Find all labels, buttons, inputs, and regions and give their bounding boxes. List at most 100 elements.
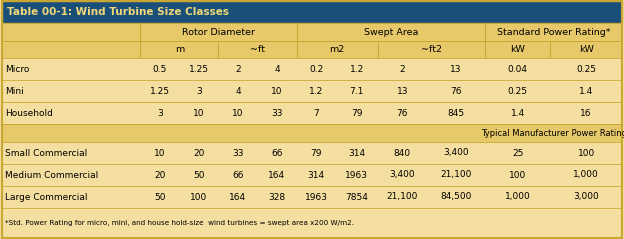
Text: 66: 66 (232, 170, 244, 179)
Text: 0.25: 0.25 (576, 65, 596, 74)
Bar (550, 41, 622, 58)
Text: 1963: 1963 (305, 192, 328, 201)
Bar (2, 186, 622, 208)
Text: 3: 3 (196, 87, 202, 96)
Text: 3,400: 3,400 (389, 170, 415, 179)
Text: 3,000: 3,000 (573, 192, 599, 201)
Text: 25: 25 (512, 148, 524, 158)
Text: 2: 2 (399, 65, 405, 74)
Text: 0.25: 0.25 (508, 87, 528, 96)
Text: 10: 10 (271, 87, 283, 96)
Bar (2, 23, 140, 41)
Text: 16: 16 (580, 109, 592, 118)
Text: m2: m2 (329, 45, 345, 54)
Text: 13: 13 (451, 65, 462, 74)
Text: 1963: 1963 (345, 170, 368, 179)
Text: 13: 13 (397, 87, 408, 96)
Text: Household: Household (5, 109, 53, 118)
Text: 3: 3 (157, 109, 163, 118)
Text: Small Commercial: Small Commercial (5, 148, 87, 158)
Text: Rotor Diameter: Rotor Diameter (182, 27, 255, 37)
Text: Typical Manufacturer Power Rating: Typical Manufacturer Power Rating (480, 129, 624, 137)
Text: 79: 79 (310, 148, 322, 158)
Text: ~ft2: ~ft2 (421, 45, 442, 54)
Bar (140, 23, 296, 41)
Text: 100: 100 (509, 170, 527, 179)
Text: 0.5: 0.5 (153, 65, 167, 74)
Text: 100: 100 (578, 148, 595, 158)
Text: Medium Commercial: Medium Commercial (5, 170, 98, 179)
Text: 33: 33 (232, 148, 244, 158)
Bar (218, 41, 296, 58)
Text: 1.4: 1.4 (510, 109, 525, 118)
Text: *Std. Power Rating for micro, mini, and house hold-size  wind turbines = swept a: *Std. Power Rating for micro, mini, and … (5, 220, 354, 226)
Text: m: m (175, 45, 184, 54)
Text: 76: 76 (451, 87, 462, 96)
Bar (2, 142, 622, 164)
Bar (2, 208, 622, 238)
Text: 840: 840 (394, 148, 411, 158)
Text: 20: 20 (193, 148, 205, 158)
Text: 3,400: 3,400 (443, 148, 469, 158)
Text: 328: 328 (268, 192, 286, 201)
Bar (2, 41, 140, 58)
Text: 21,100: 21,100 (441, 170, 472, 179)
Text: 50: 50 (154, 192, 165, 201)
Text: 66: 66 (271, 148, 283, 158)
Bar (2, 1, 622, 23)
Text: 1.25: 1.25 (189, 65, 209, 74)
Bar (2, 164, 622, 186)
Text: Table 00-1: Wind Turbine Size Classes: Table 00-1: Wind Turbine Size Classes (7, 7, 229, 17)
Bar (2, 58, 622, 80)
Text: 0.2: 0.2 (309, 65, 323, 74)
Text: kW: kW (510, 45, 525, 54)
Text: 100: 100 (190, 192, 208, 201)
Text: 1,000: 1,000 (505, 192, 531, 201)
Text: 10: 10 (193, 109, 205, 118)
Text: 10: 10 (232, 109, 244, 118)
Text: 21,100: 21,100 (387, 192, 418, 201)
Bar (296, 23, 485, 41)
Text: Micro: Micro (5, 65, 29, 74)
Text: 84,500: 84,500 (441, 192, 472, 201)
Text: Swept Area: Swept Area (364, 27, 418, 37)
Text: 314: 314 (308, 170, 324, 179)
Text: 1.2: 1.2 (349, 65, 364, 74)
Text: 10: 10 (154, 148, 165, 158)
Bar (2, 23, 622, 41)
Text: 50: 50 (193, 170, 205, 179)
Text: 164: 164 (230, 192, 246, 201)
Text: 20: 20 (154, 170, 165, 179)
Bar (378, 41, 485, 58)
Bar (485, 23, 622, 41)
Text: 7.1: 7.1 (349, 87, 364, 96)
Text: Standard Power Rating*: Standard Power Rating* (497, 27, 610, 37)
Text: 314: 314 (348, 148, 365, 158)
Text: 7: 7 (313, 109, 319, 118)
Text: 1.25: 1.25 (150, 87, 170, 96)
Text: 2: 2 (235, 65, 241, 74)
Bar (140, 41, 218, 58)
Text: Mini: Mini (5, 87, 24, 96)
Text: kW: kW (579, 45, 593, 54)
Text: 0.04: 0.04 (508, 65, 528, 74)
Bar (485, 41, 550, 58)
Text: 4: 4 (235, 87, 241, 96)
Bar (296, 41, 378, 58)
Text: ~ft: ~ft (250, 45, 265, 54)
Text: 79: 79 (351, 109, 363, 118)
Text: 164: 164 (268, 170, 286, 179)
Bar (2, 80, 622, 102)
Text: 76: 76 (397, 109, 408, 118)
Bar (2, 124, 622, 142)
Bar (2, 41, 622, 58)
Text: 845: 845 (447, 109, 465, 118)
Text: 1,000: 1,000 (573, 170, 599, 179)
Text: 1.4: 1.4 (579, 87, 593, 96)
Text: 33: 33 (271, 109, 283, 118)
Bar (2, 102, 622, 124)
Text: 7854: 7854 (345, 192, 368, 201)
Text: Large Commercial: Large Commercial (5, 192, 87, 201)
Text: 1.2: 1.2 (309, 87, 323, 96)
Text: 4: 4 (274, 65, 280, 74)
